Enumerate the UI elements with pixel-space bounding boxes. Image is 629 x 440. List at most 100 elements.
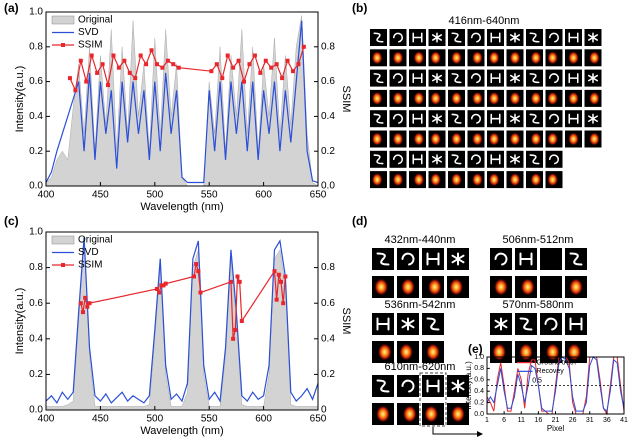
marker bbox=[225, 53, 230, 58]
tile-blob bbox=[588, 91, 600, 106]
marker bbox=[290, 69, 295, 74]
tile-blob bbox=[430, 91, 442, 106]
marker bbox=[272, 269, 277, 274]
marker bbox=[280, 76, 285, 81]
tile-glyph bbox=[412, 113, 423, 124]
marker bbox=[198, 290, 203, 295]
tile-glyph bbox=[392, 73, 403, 84]
tile-glyph bbox=[529, 154, 540, 165]
image-tile bbox=[467, 150, 485, 168]
tile-blob bbox=[568, 51, 579, 65]
tile-glyph bbox=[373, 73, 384, 84]
tile-blob bbox=[488, 51, 500, 65]
x-tick-label: 500 bbox=[146, 414, 163, 425]
y-tick-label: 0.6 bbox=[29, 76, 43, 87]
tile-glyph bbox=[529, 113, 540, 124]
marker bbox=[301, 44, 306, 49]
marker bbox=[154, 62, 159, 67]
tile-blob bbox=[530, 91, 542, 106]
x-tick-label: 400 bbox=[38, 190, 55, 201]
x-tick-label: 16 bbox=[534, 417, 542, 424]
tile-blob bbox=[430, 132, 442, 146]
x-tick-label: 400 bbox=[38, 414, 55, 425]
marker bbox=[144, 62, 149, 67]
marker bbox=[157, 290, 162, 295]
x-tick-label: 6 bbox=[502, 417, 506, 424]
marker bbox=[283, 274, 288, 279]
marker bbox=[252, 53, 257, 58]
tile-glyph bbox=[431, 73, 443, 84]
tile-glyph bbox=[392, 154, 403, 165]
marker bbox=[214, 62, 219, 67]
y-tick-label: 0.0 bbox=[474, 411, 484, 418]
tile-blob bbox=[530, 132, 542, 146]
panel-label: (a) bbox=[4, 1, 19, 15]
y-tick-label: 0.4 bbox=[29, 111, 43, 122]
marker bbox=[233, 327, 238, 332]
tile-blob bbox=[518, 343, 534, 361]
tile-blob bbox=[450, 405, 466, 423]
tile-glyph bbox=[426, 317, 440, 331]
y2-tick-label: 0.8 bbox=[321, 262, 335, 273]
tile-blob bbox=[430, 172, 442, 187]
marker bbox=[78, 58, 83, 63]
y-tick-label: 0.2 bbox=[474, 399, 484, 406]
grid-title: 416nm-640nm bbox=[449, 15, 520, 27]
marker bbox=[276, 272, 281, 277]
tile-glyph bbox=[426, 252, 440, 266]
x-tick-label: 450 bbox=[92, 190, 109, 201]
image-tile bbox=[540, 276, 562, 298]
x-tick-label: 41 bbox=[620, 417, 628, 424]
marker bbox=[149, 48, 154, 53]
panel-label: (e) bbox=[468, 342, 483, 356]
tile-blob bbox=[471, 91, 483, 106]
tile-glyph bbox=[376, 252, 390, 266]
marker bbox=[106, 83, 111, 88]
legend-label: SSIM bbox=[78, 260, 102, 271]
marker bbox=[111, 53, 116, 58]
tile-blob bbox=[568, 132, 579, 146]
tile-glyph bbox=[470, 113, 481, 124]
x-tick-label: 450 bbox=[92, 414, 109, 425]
marker bbox=[159, 283, 164, 288]
x-tick-label: 11 bbox=[518, 417, 525, 424]
marker bbox=[89, 53, 94, 58]
tile-blob bbox=[371, 91, 383, 106]
marker bbox=[191, 274, 196, 279]
y-tick-label: 0.0 bbox=[29, 181, 43, 192]
tile-glyph bbox=[494, 252, 508, 266]
marker bbox=[80, 310, 85, 315]
tile-glyph bbox=[470, 32, 481, 43]
tile-glyph bbox=[587, 32, 599, 43]
marker bbox=[279, 279, 284, 284]
legend-label: Recovey bbox=[537, 368, 565, 375]
tile-blob bbox=[374, 278, 389, 296]
y-tick-label: 0.8 bbox=[29, 262, 43, 273]
marker bbox=[231, 336, 236, 341]
marker bbox=[127, 70, 132, 75]
marker bbox=[176, 65, 181, 70]
legend-label: Ground truth bbox=[537, 359, 576, 366]
tile-blob bbox=[488, 91, 500, 106]
tile-blob bbox=[377, 343, 392, 361]
tile-blob bbox=[427, 278, 442, 296]
tile-glyph bbox=[392, 113, 403, 124]
marker bbox=[220, 76, 225, 81]
tile-blob bbox=[545, 343, 560, 361]
tile-blob bbox=[588, 51, 600, 65]
marker bbox=[269, 65, 274, 70]
line bbox=[486, 356, 625, 413]
marker bbox=[160, 65, 165, 70]
y2-tick-label: 0.6 bbox=[321, 298, 335, 309]
x-tick-label: 550 bbox=[201, 414, 218, 425]
tile-glyph bbox=[451, 73, 462, 84]
tile-blob bbox=[488, 132, 500, 146]
line bbox=[45, 237, 319, 405]
tile-blob bbox=[509, 132, 521, 146]
tile-blob bbox=[451, 91, 462, 106]
tile-glyph bbox=[451, 252, 465, 266]
image-tile bbox=[389, 29, 407, 46]
y-tick-label: 0.4 bbox=[474, 388, 484, 395]
tile-glyph bbox=[587, 113, 599, 124]
legend-swatch bbox=[51, 15, 75, 25]
